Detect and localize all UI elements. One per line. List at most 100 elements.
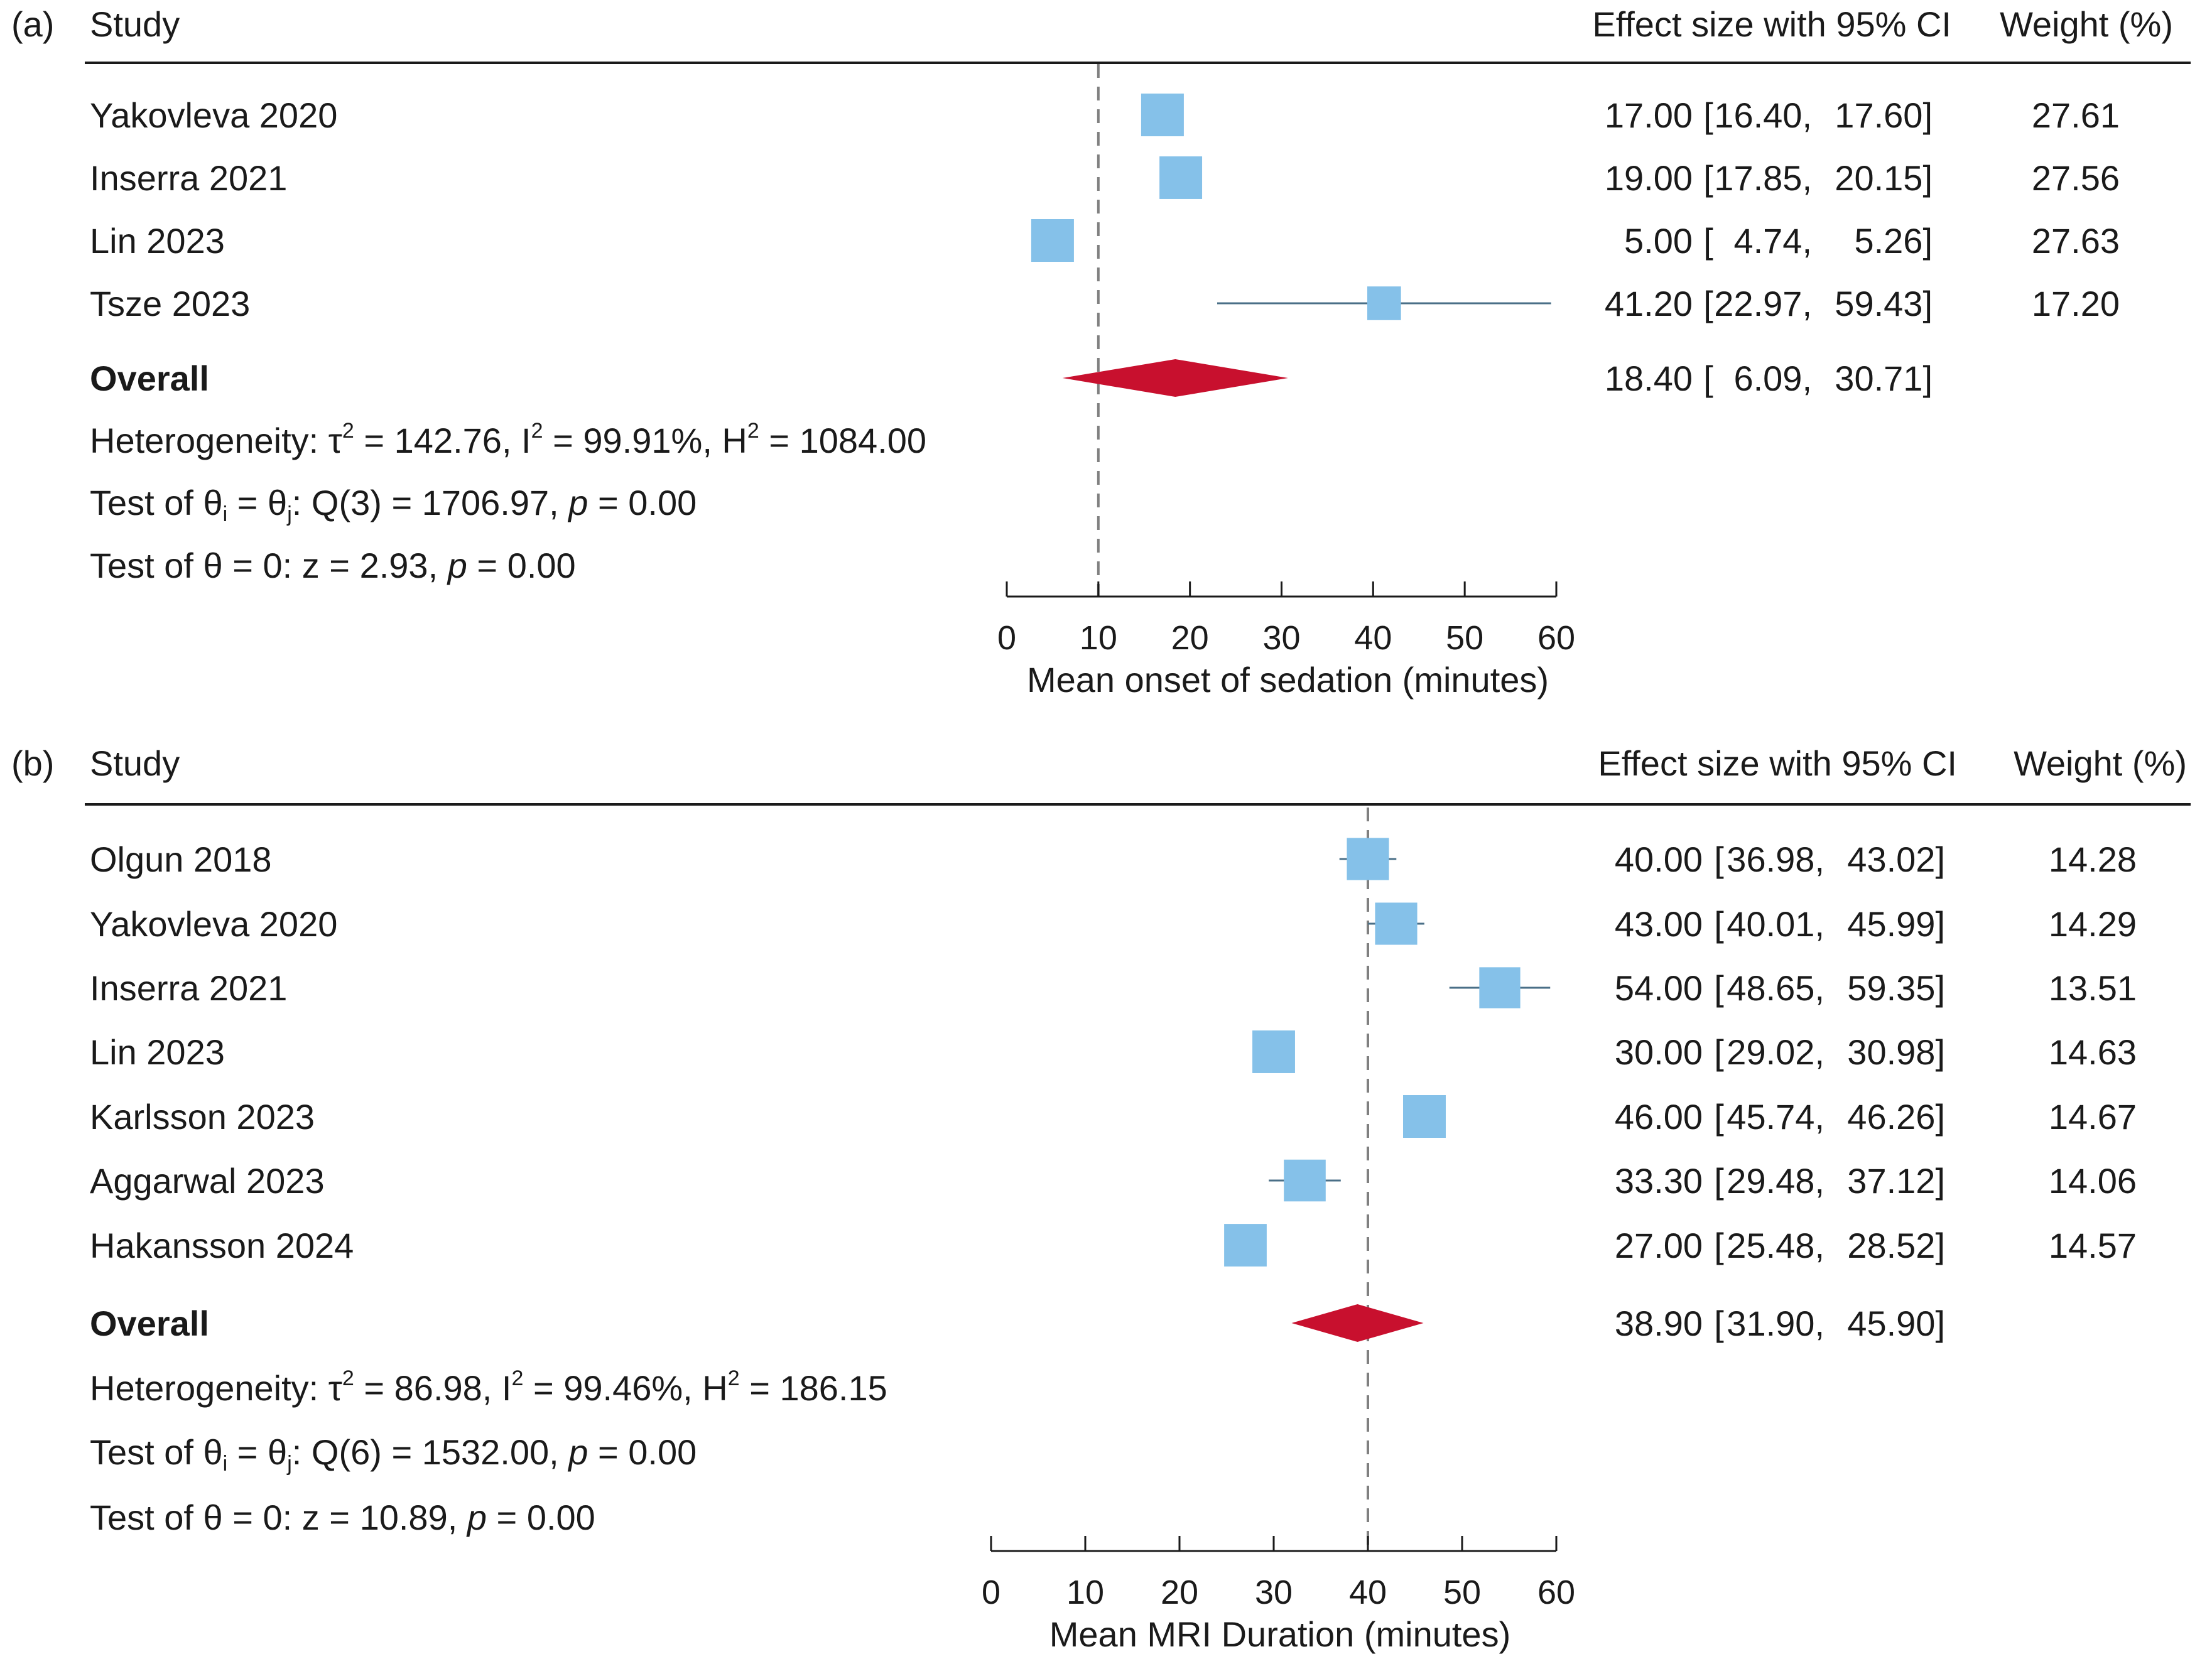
test-prefix: Test of θ bbox=[90, 483, 223, 522]
p-symbol: p bbox=[567, 483, 588, 522]
study-row: Aggarwal 2023 33.30 [29.48, 37.12] 14.06 bbox=[90, 1159, 2137, 1202]
test-theta-ij-text: Test of θi = θj: Q(6) = 1532.00, p = 0.0… bbox=[90, 1432, 697, 1476]
ci-upper-value: 30.98 bbox=[1847, 1032, 1935, 1072]
study-weight: 14.06 bbox=[2049, 1161, 2137, 1201]
study-weight: 14.28 bbox=[2049, 840, 2137, 879]
study-name: Aggarwal 2023 bbox=[90, 1161, 325, 1201]
study-weight: 14.63 bbox=[2049, 1032, 2137, 1072]
x-tick-label: 20 bbox=[1161, 1574, 1198, 1611]
x-tick-label: 60 bbox=[1537, 619, 1575, 657]
study-row: Yakovleva 2020 43.00 [40.01, 45.99] 14.29 bbox=[90, 902, 2137, 945]
i2-value: 99.91% bbox=[583, 421, 702, 460]
overall-ci-lower-value: 31.90 bbox=[1727, 1304, 1814, 1343]
ci-close-bracket: ] bbox=[1935, 1032, 1945, 1072]
ci-lower: 25.48, bbox=[1727, 1226, 1824, 1265]
overall-ci-lower: 31.90, bbox=[1727, 1304, 1824, 1343]
x-tick-label: 0 bbox=[982, 1574, 1000, 1611]
x-tick-label: 40 bbox=[1354, 619, 1392, 657]
ci-open-bracket: [ bbox=[1714, 904, 1724, 944]
q-value: 1532.00 bbox=[422, 1432, 549, 1472]
ci-close-bracket: ] bbox=[1935, 1226, 1945, 1265]
q-df: 6 bbox=[350, 1432, 370, 1472]
comma: , bbox=[448, 1498, 467, 1537]
ci-close-bracket: ] bbox=[1935, 968, 1945, 1008]
equals: = bbox=[588, 1432, 628, 1472]
study-marker bbox=[1031, 219, 1074, 262]
heterogeneity-prefix: Heterogeneity: τ bbox=[90, 421, 342, 460]
subscript: j bbox=[286, 1452, 292, 1476]
overall-effect-size: 38.90 bbox=[1615, 1304, 1703, 1343]
ci-lower-value: 36.98 bbox=[1727, 840, 1814, 879]
header-effect: Effect size with 95% CI bbox=[1598, 743, 1957, 783]
ci-lower: 36.98, bbox=[1727, 840, 1824, 879]
ci-upper-value: 37.12 bbox=[1847, 1161, 1935, 1201]
superscript: 2 bbox=[531, 419, 543, 443]
x-tick-label: 10 bbox=[1080, 619, 1117, 657]
ci-lower-value: 45.74 bbox=[1727, 1097, 1814, 1137]
x-tick-label: 50 bbox=[1446, 619, 1483, 657]
ci-upper: 45.99] bbox=[1847, 904, 1945, 944]
study-marker bbox=[1479, 967, 1521, 1008]
effect-size: 27.00 bbox=[1615, 1226, 1703, 1265]
tau2-value: 86.98 bbox=[394, 1368, 482, 1408]
test-theta-ij-text: Test of θi = θj: Q(3) = 1706.97, p = 0.0… bbox=[90, 483, 697, 526]
ci-lower-value: 25.48 bbox=[1727, 1226, 1814, 1265]
panel-label: (a) bbox=[11, 4, 54, 44]
effect-size: 30.00 bbox=[1615, 1032, 1703, 1072]
p-value: 0.00 bbox=[527, 1498, 595, 1537]
p-value: 0.00 bbox=[628, 483, 697, 522]
tau2-value: 142.76 bbox=[394, 421, 502, 460]
ci-close-bracket: ] bbox=[1922, 284, 1933, 323]
p-symbol: p bbox=[567, 1432, 588, 1472]
ci-comma: , bbox=[1814, 1304, 1824, 1343]
superscript: 2 bbox=[511, 1366, 523, 1390]
study-marker bbox=[1347, 838, 1389, 880]
ci-lower-value: 16.40 bbox=[1714, 95, 1802, 135]
ci-close-bracket: ] bbox=[1935, 904, 1945, 944]
ci-open-bracket: [ bbox=[1714, 1097, 1724, 1137]
ci-close-bracket: ] bbox=[1935, 1097, 1945, 1137]
heterogeneity-prefix: Heterogeneity: τ bbox=[90, 1368, 342, 1408]
header-weight: Weight (%) bbox=[2000, 4, 2173, 44]
forest-panel-b: (b) Study Effect size with 95% CI Weight (%… bbox=[11, 743, 2191, 1654]
equals: = bbox=[354, 1368, 394, 1408]
ci-upper: 30.98] bbox=[1847, 1032, 1945, 1072]
ci-close-bracket: ] bbox=[1935, 1304, 1945, 1343]
ci-upper: 59.35] bbox=[1847, 968, 1945, 1008]
ci-open-bracket: [ bbox=[1714, 1226, 1724, 1265]
study-weight: 13.51 bbox=[2049, 968, 2137, 1008]
x-tick-label: 20 bbox=[1171, 619, 1209, 657]
ci-comma: , bbox=[1802, 95, 1812, 135]
subscript: i bbox=[223, 502, 228, 526]
ci-lower-value: 4.74 bbox=[1733, 221, 1802, 261]
p-symbol: p bbox=[466, 1498, 487, 1537]
x-tick-label: 0 bbox=[997, 619, 1016, 657]
study-name: Lin 2023 bbox=[90, 221, 225, 261]
ci-upper-value: 59.35 bbox=[1847, 968, 1935, 1008]
study-marker bbox=[1403, 1095, 1446, 1138]
overall-row: Overall 18.40 [6.09, 30.71] bbox=[90, 359, 1933, 398]
study-row: Tsze 2023 41.20 [22.97, 59.43] 17.20 bbox=[90, 284, 2120, 323]
ci-upper-value: 17.60 bbox=[1835, 95, 1922, 135]
h2-value: 186.15 bbox=[779, 1368, 887, 1408]
ci-lower: 22.97, bbox=[1714, 284, 1812, 323]
ci-lower: 29.02, bbox=[1727, 1032, 1824, 1072]
q-close: ) = bbox=[370, 1432, 421, 1472]
p-value: 0.00 bbox=[507, 546, 576, 585]
p-value: 0.00 bbox=[628, 1432, 697, 1472]
ci-comma: , bbox=[1814, 1097, 1824, 1137]
x-tick-label: 40 bbox=[1349, 1574, 1387, 1611]
overall-ci-lower: 6.09, bbox=[1733, 359, 1812, 398]
ci-open-bracket: [ bbox=[1703, 284, 1713, 323]
overall-ci-upper-value: 45.90 bbox=[1847, 1304, 1935, 1343]
ci-open-bracket: [ bbox=[1703, 95, 1713, 135]
ci-comma: , bbox=[1814, 1226, 1824, 1265]
ci-close-bracket: ] bbox=[1922, 221, 1933, 261]
effect-size: 41.20 bbox=[1605, 284, 1693, 323]
study-name: Lin 2023 bbox=[90, 1032, 225, 1072]
overall-effect-size: 18.40 bbox=[1605, 359, 1693, 398]
study-name: Inserra 2021 bbox=[90, 968, 287, 1008]
study-marker bbox=[1159, 156, 1203, 199]
header-weight: Weight (%) bbox=[2014, 743, 2187, 783]
